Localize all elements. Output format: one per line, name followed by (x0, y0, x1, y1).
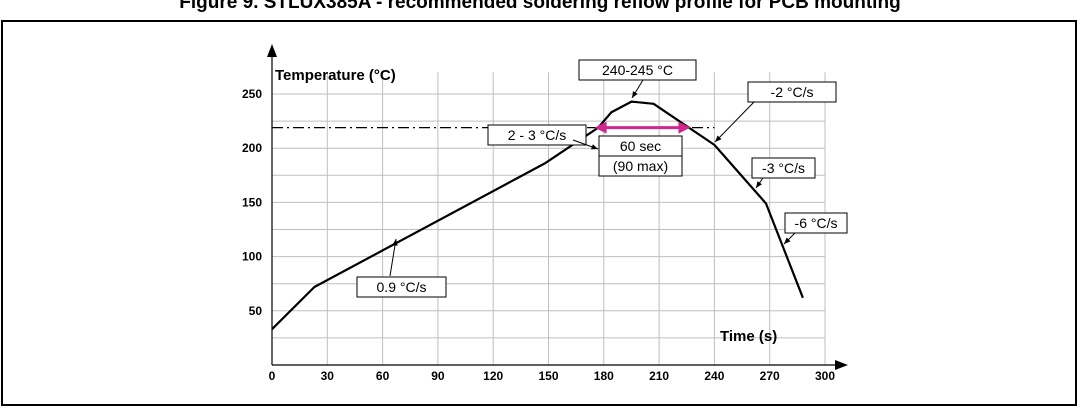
leader-arrow-icon (756, 181, 762, 188)
annotation-box (751, 157, 816, 179)
x-tick-label: 90 (431, 369, 445, 383)
marker-left-arrow-icon (594, 121, 607, 134)
series-line (271, 100, 804, 330)
marker-right-arrow-icon (678, 121, 691, 134)
x-tick-label: 60 (376, 369, 390, 383)
leader-arrow-icon (632, 91, 638, 98)
y-tick-label: 100 (242, 250, 262, 264)
x-tick-label: 150 (538, 369, 558, 383)
figure-title: Figure 9. STLUX385A - recommended solder… (179, 0, 901, 13)
y-tick-label: 50 (249, 304, 263, 318)
x-tick-label: 120 (483, 369, 503, 383)
x-tick-label: 210 (649, 369, 669, 383)
series (271, 100, 804, 330)
annotation-box (747, 81, 837, 103)
annotation-box (784, 212, 848, 234)
annotation-label: 240-245 °C (602, 62, 673, 78)
x-tick-label: 0 (269, 369, 276, 383)
annotation-label: 2 - 3 °C/s (508, 127, 567, 143)
annotation-label: -2 °C/s (771, 84, 814, 100)
annotation-label: 0.9 °C/s (377, 279, 427, 295)
x-axis-arrow-icon (835, 360, 848, 370)
annotation-label: (90 max) (613, 158, 668, 174)
axes (267, 44, 848, 370)
annotation-label: -6 °C/s (795, 215, 838, 231)
leader-arrow-icon (392, 239, 398, 246)
y-tick-label: 250 (242, 87, 262, 101)
leader-line (714, 101, 755, 143)
x-axis-label: Time (s) (720, 328, 777, 345)
x-tick-label: 270 (760, 369, 780, 383)
grid (272, 72, 826, 365)
y-tick-label: 150 (242, 195, 262, 209)
x-tick-label: 180 (594, 369, 614, 383)
tick-labels: 0 30 60 90 120 150 180 210 240 270 300 50 100 150 200 2… (242, 87, 835, 383)
annotation-box (356, 276, 447, 298)
leader-arrow-icon (591, 144, 598, 150)
y-axis-arrow-icon (267, 44, 277, 57)
leader-arrow-icon (715, 135, 722, 142)
annotations: 240-245 °C 0.9 °C/s 2 - 3 °C/s -2 °C/s -3 °C… (356, 59, 848, 298)
x-tick-label: 30 (321, 369, 335, 383)
time-above-marker (594, 121, 691, 134)
annotation-box (598, 155, 683, 177)
annotation-label: 60 sec (620, 138, 661, 154)
leader-arrow-icon (784, 237, 791, 244)
x-tick-label: 240 (704, 369, 724, 383)
x-tick-label: 300 (815, 369, 835, 383)
y-tick-label: 200 (242, 141, 262, 155)
annotation-box (578, 59, 697, 81)
y-axis-label: Temperature (°C) (275, 67, 396, 84)
annotation-box (487, 124, 587, 146)
figure-frame (1, 20, 1077, 406)
annotation-label: -3 °C/s (762, 160, 805, 176)
